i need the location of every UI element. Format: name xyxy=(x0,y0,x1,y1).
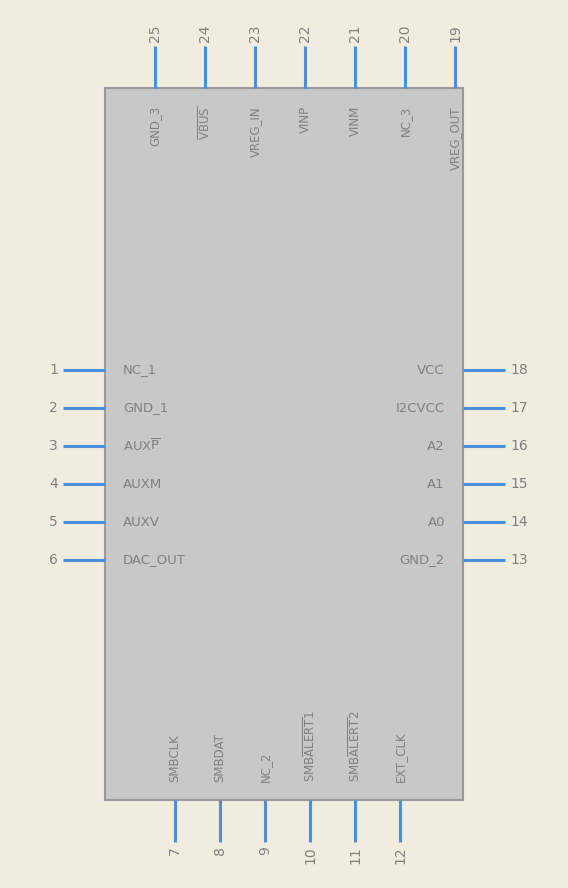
Text: AUX$\overline{\mathrm{P}}$: AUX$\overline{\mathrm{P}}$ xyxy=(123,438,161,454)
Text: 8: 8 xyxy=(213,846,227,855)
Text: A2: A2 xyxy=(427,440,445,453)
Text: 4: 4 xyxy=(49,477,58,491)
Text: A1: A1 xyxy=(427,478,445,490)
Text: 21: 21 xyxy=(348,24,362,42)
Text: 24: 24 xyxy=(198,25,212,42)
Text: SMBCLK: SMBCLK xyxy=(169,734,182,782)
Text: 5: 5 xyxy=(49,515,58,529)
Text: 11: 11 xyxy=(348,846,362,864)
Text: 23: 23 xyxy=(248,25,262,42)
Bar xyxy=(105,88,463,800)
Text: 2: 2 xyxy=(49,401,58,415)
Text: 22: 22 xyxy=(298,25,312,42)
Text: AUXM: AUXM xyxy=(123,478,162,490)
Text: I2CVCC: I2CVCC xyxy=(396,401,445,415)
Text: NC_2: NC_2 xyxy=(258,751,272,782)
Text: GND_3: GND_3 xyxy=(148,106,161,147)
Text: 14: 14 xyxy=(510,515,528,529)
Text: DAC_OUT: DAC_OUT xyxy=(123,553,186,567)
Text: SMBDAT: SMBDAT xyxy=(214,733,227,782)
Text: NC_3: NC_3 xyxy=(399,106,411,136)
Text: 18: 18 xyxy=(510,363,528,377)
Text: 3: 3 xyxy=(49,439,58,453)
Text: VINP: VINP xyxy=(299,106,311,133)
Text: VCC: VCC xyxy=(417,363,445,377)
Text: EXT_CLK: EXT_CLK xyxy=(394,732,407,782)
Text: 9: 9 xyxy=(258,846,272,855)
Text: 15: 15 xyxy=(510,477,528,491)
Text: GND_1: GND_1 xyxy=(123,401,168,415)
Text: VREG_OUT: VREG_OUT xyxy=(449,106,461,170)
Text: 20: 20 xyxy=(398,25,412,42)
Text: 7: 7 xyxy=(168,846,182,855)
Text: A0: A0 xyxy=(428,516,445,528)
Text: NC_1: NC_1 xyxy=(123,363,157,377)
Text: SMB$\overline{\mathrm{ALERT}}$2: SMB$\overline{\mathrm{ALERT}}$2 xyxy=(347,710,363,782)
Text: 1: 1 xyxy=(49,363,58,377)
Text: $\overline{\mathrm{VBUS}}$: $\overline{\mathrm{VBUS}}$ xyxy=(197,106,213,140)
Text: 16: 16 xyxy=(510,439,528,453)
Text: VREG_IN: VREG_IN xyxy=(249,106,261,156)
Text: 6: 6 xyxy=(49,553,58,567)
Text: AUXV: AUXV xyxy=(123,516,160,528)
Text: GND_2: GND_2 xyxy=(400,553,445,567)
Text: VINM: VINM xyxy=(349,106,361,136)
Text: SMB$\overline{\mathrm{ALERT}}$1: SMB$\overline{\mathrm{ALERT}}$1 xyxy=(302,710,318,782)
Text: 25: 25 xyxy=(148,25,162,42)
Text: 10: 10 xyxy=(303,846,317,864)
Text: 17: 17 xyxy=(510,401,528,415)
Text: 19: 19 xyxy=(448,24,462,42)
Text: 12: 12 xyxy=(393,846,407,864)
Text: 13: 13 xyxy=(510,553,528,567)
